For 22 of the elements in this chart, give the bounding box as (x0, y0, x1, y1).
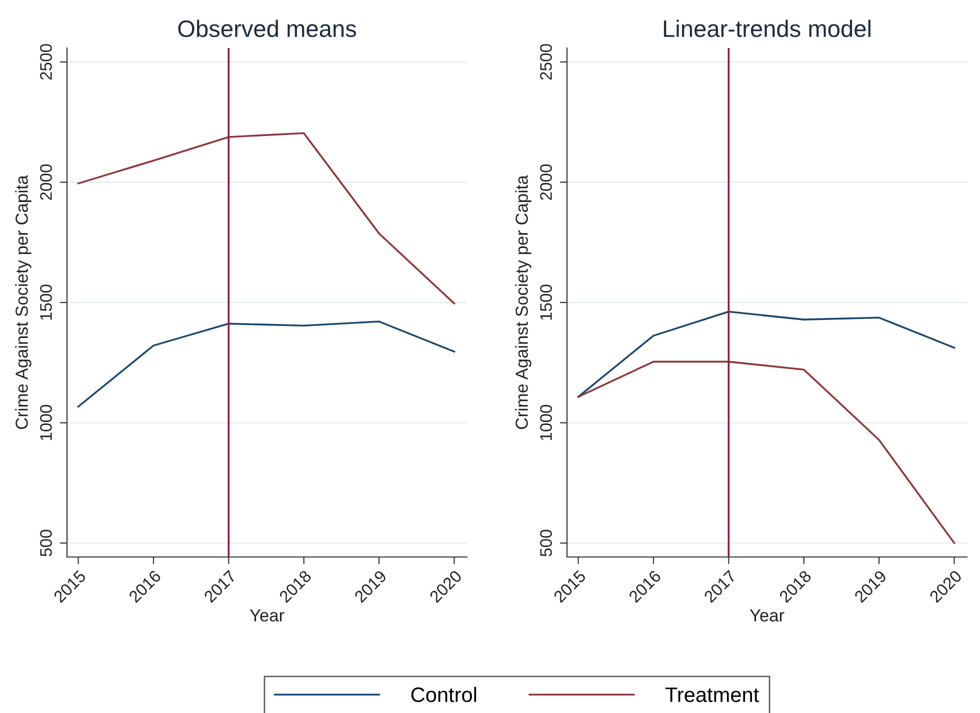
y-tick-label: 1500 (540, 284, 552, 320)
y-tick-label: 1000 (40, 404, 52, 440)
legend-label: Control (411, 686, 476, 702)
x-axis-title: Year (750, 609, 784, 622)
y-tick-label: 2500 (40, 44, 52, 80)
line-series (77, 320, 456, 408)
chart-title: Linear-trends model (664, 20, 870, 38)
y-tick-label: 1500 (40, 284, 52, 320)
x-axis-title: Year (250, 609, 284, 622)
legend-label: Treatment (665, 688, 759, 702)
y-axis-title: Crime Against Society per Capita (15, 175, 32, 429)
line-series (577, 310, 956, 398)
y-tick-label: 2000 (540, 164, 552, 200)
y-tick-label: 2500 (540, 44, 552, 80)
line-series (577, 360, 956, 544)
line-series (77, 132, 456, 304)
y-tick-label: 2000 (40, 164, 52, 200)
y-tick-label: 1000 (540, 404, 552, 440)
y-axis-title: Crime Against Society per Capita (515, 175, 532, 429)
y-tick-label: 500 (40, 530, 52, 556)
chart-title: Observed means (178, 20, 356, 38)
y-tick-label: 500 (540, 530, 552, 556)
